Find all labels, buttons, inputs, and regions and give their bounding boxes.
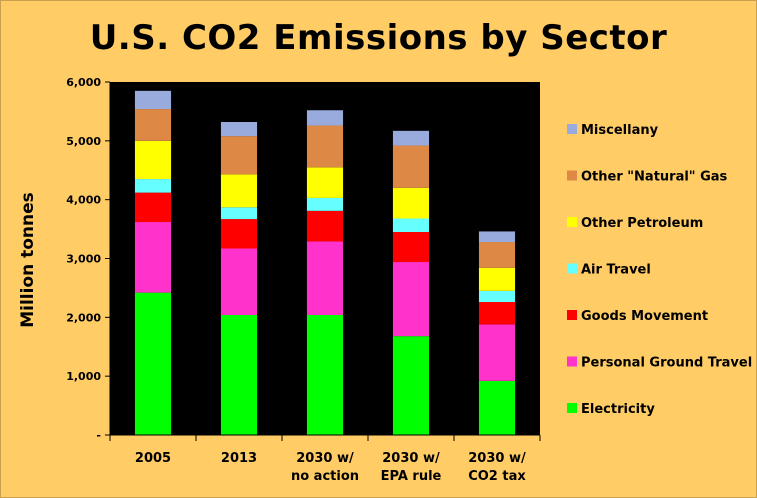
legend-label: Air Travel <box>581 263 651 278</box>
bar-segment <box>392 232 430 263</box>
bar-segment <box>392 145 430 188</box>
bar-segment <box>220 219 258 249</box>
bar-segment <box>306 197 344 211</box>
bar-segment <box>306 125 344 168</box>
bar-segment <box>134 292 172 435</box>
x-tick-label: 2005 <box>135 451 171 466</box>
bar-segment <box>392 262 430 337</box>
bar-segment <box>392 218 430 233</box>
y-tick-label: 3,000 <box>66 253 101 266</box>
bar-segment <box>220 122 258 137</box>
bar-segment <box>134 179 172 193</box>
x-tick-label: 2030 w/CO2 tax <box>468 451 526 484</box>
y-axis: - 1,000 2,000 3,000 4,000 5,000 6,000 <box>66 76 111 442</box>
bar-segment <box>478 267 516 291</box>
bar-segment <box>134 192 172 223</box>
bar-segment <box>478 380 516 435</box>
bar-segment <box>220 174 258 208</box>
legend-label: Electricity <box>581 402 655 417</box>
bar-segment <box>134 222 172 293</box>
legend-swatch <box>567 217 577 227</box>
legend-swatch <box>567 403 577 413</box>
bar-segment <box>306 210 344 242</box>
x-tick-label: 2013 <box>221 451 257 466</box>
legend: Miscellany Other "Natural" Gas Other Petro… <box>567 123 752 417</box>
bar-segment <box>134 90 172 110</box>
bar-segment <box>220 207 258 220</box>
x-axis: 2005 2013 2030 w/no action 2030 w/EPA rule 2… <box>109 434 541 484</box>
y-tick-label: - <box>96 429 101 442</box>
legend-swatch <box>567 310 577 320</box>
chart-title: U.S. CO2 Emissions by Sector <box>89 18 668 58</box>
bar-segment <box>478 324 516 381</box>
y-tick-label: 6,000 <box>66 76 101 89</box>
legend-swatch <box>567 170 577 181</box>
legend-swatch <box>567 356 577 367</box>
bar-segment <box>306 314 344 435</box>
x-tick-label: 2030 w/no action <box>291 451 359 484</box>
legend-swatch <box>567 263 577 274</box>
bar-segment <box>220 136 258 175</box>
bar-segment <box>478 231 516 243</box>
bar-segment <box>220 314 258 435</box>
legend-label: Personal Ground Travel <box>581 356 752 371</box>
bar-segment <box>478 302 516 325</box>
bar-segment <box>392 336 430 435</box>
legend-label: Other Petroleum <box>581 216 703 231</box>
bar-segment <box>478 242 516 268</box>
bar-segment <box>306 241 344 315</box>
x-tick-label: 2030 w/EPA rule <box>381 451 442 484</box>
legend-swatch <box>567 124 577 134</box>
legend-label: Other "Natural" Gas <box>581 170 728 185</box>
bar-segment <box>134 109 172 141</box>
legend-label: Goods Movement <box>581 309 708 324</box>
bar-segment <box>478 290 516 303</box>
y-tick-label: 2,000 <box>66 311 101 324</box>
y-tick-label: 1,000 <box>66 370 101 383</box>
bar-segment <box>306 167 344 198</box>
bar-segment <box>392 130 430 146</box>
y-tick-label: 5,000 <box>66 135 101 148</box>
bars-group <box>134 90 516 435</box>
bar-segment <box>134 140 172 180</box>
bar-segment <box>306 110 344 126</box>
bar-segment <box>392 187 430 219</box>
bar-segment <box>220 248 258 315</box>
y-tick-label: 4,000 <box>66 194 101 207</box>
legend-label: Miscellany <box>581 123 659 138</box>
